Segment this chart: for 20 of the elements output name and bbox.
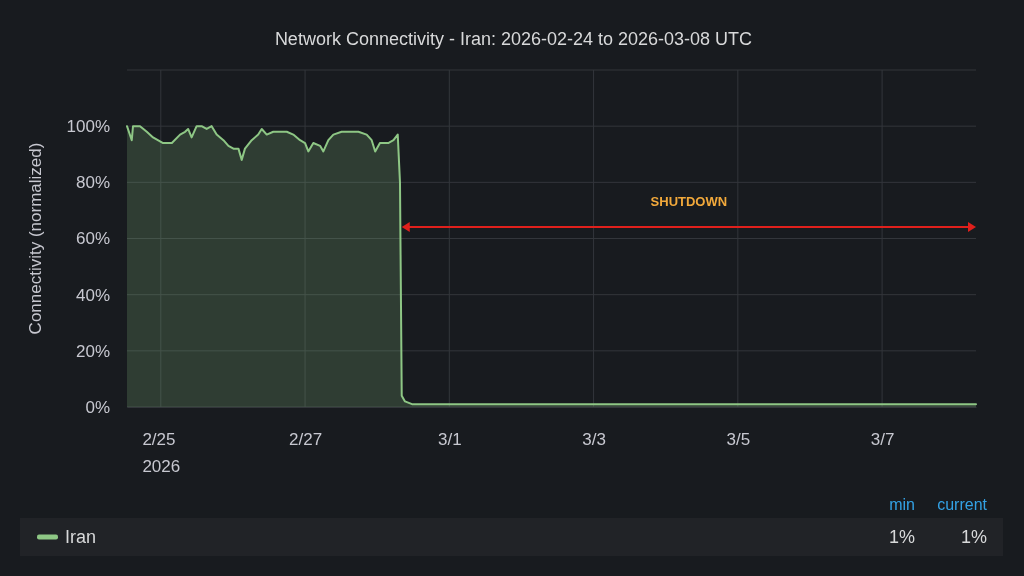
chart-title: Network Connectivity - Iran: 2026-02-24 to 2026-03-08 UTC [274, 29, 753, 49]
x-tick-label: 3/3 [582, 430, 606, 450]
y-tick-label: 40% [75, 285, 110, 305]
y-tick-label: 60% [75, 229, 110, 249]
text: min [889, 495, 915, 513]
x-tick-label: 2/27 [289, 430, 323, 450]
y-tick-label: 20% [75, 341, 110, 361]
y-tick-label: 100% [66, 117, 110, 137]
legend-label: Iran [65, 527, 97, 548]
text: 1% [888, 527, 915, 548]
x-tick-label: 3/7 [870, 430, 895, 450]
text: 1% [960, 527, 987, 548]
x-tick-label: 3/1 [438, 430, 462, 450]
x-tick-label: 3/5 [726, 430, 751, 450]
y-tick-label: 0% [85, 397, 110, 417]
y-tick-label: 80% [75, 173, 110, 193]
y-axis-title: Connectivity (normalized) [26, 142, 45, 335]
annotation: SHUTDOWN [650, 193, 728, 209]
text: current [937, 495, 988, 513]
x-tick-label: 2/25 2026 [142, 430, 181, 477]
